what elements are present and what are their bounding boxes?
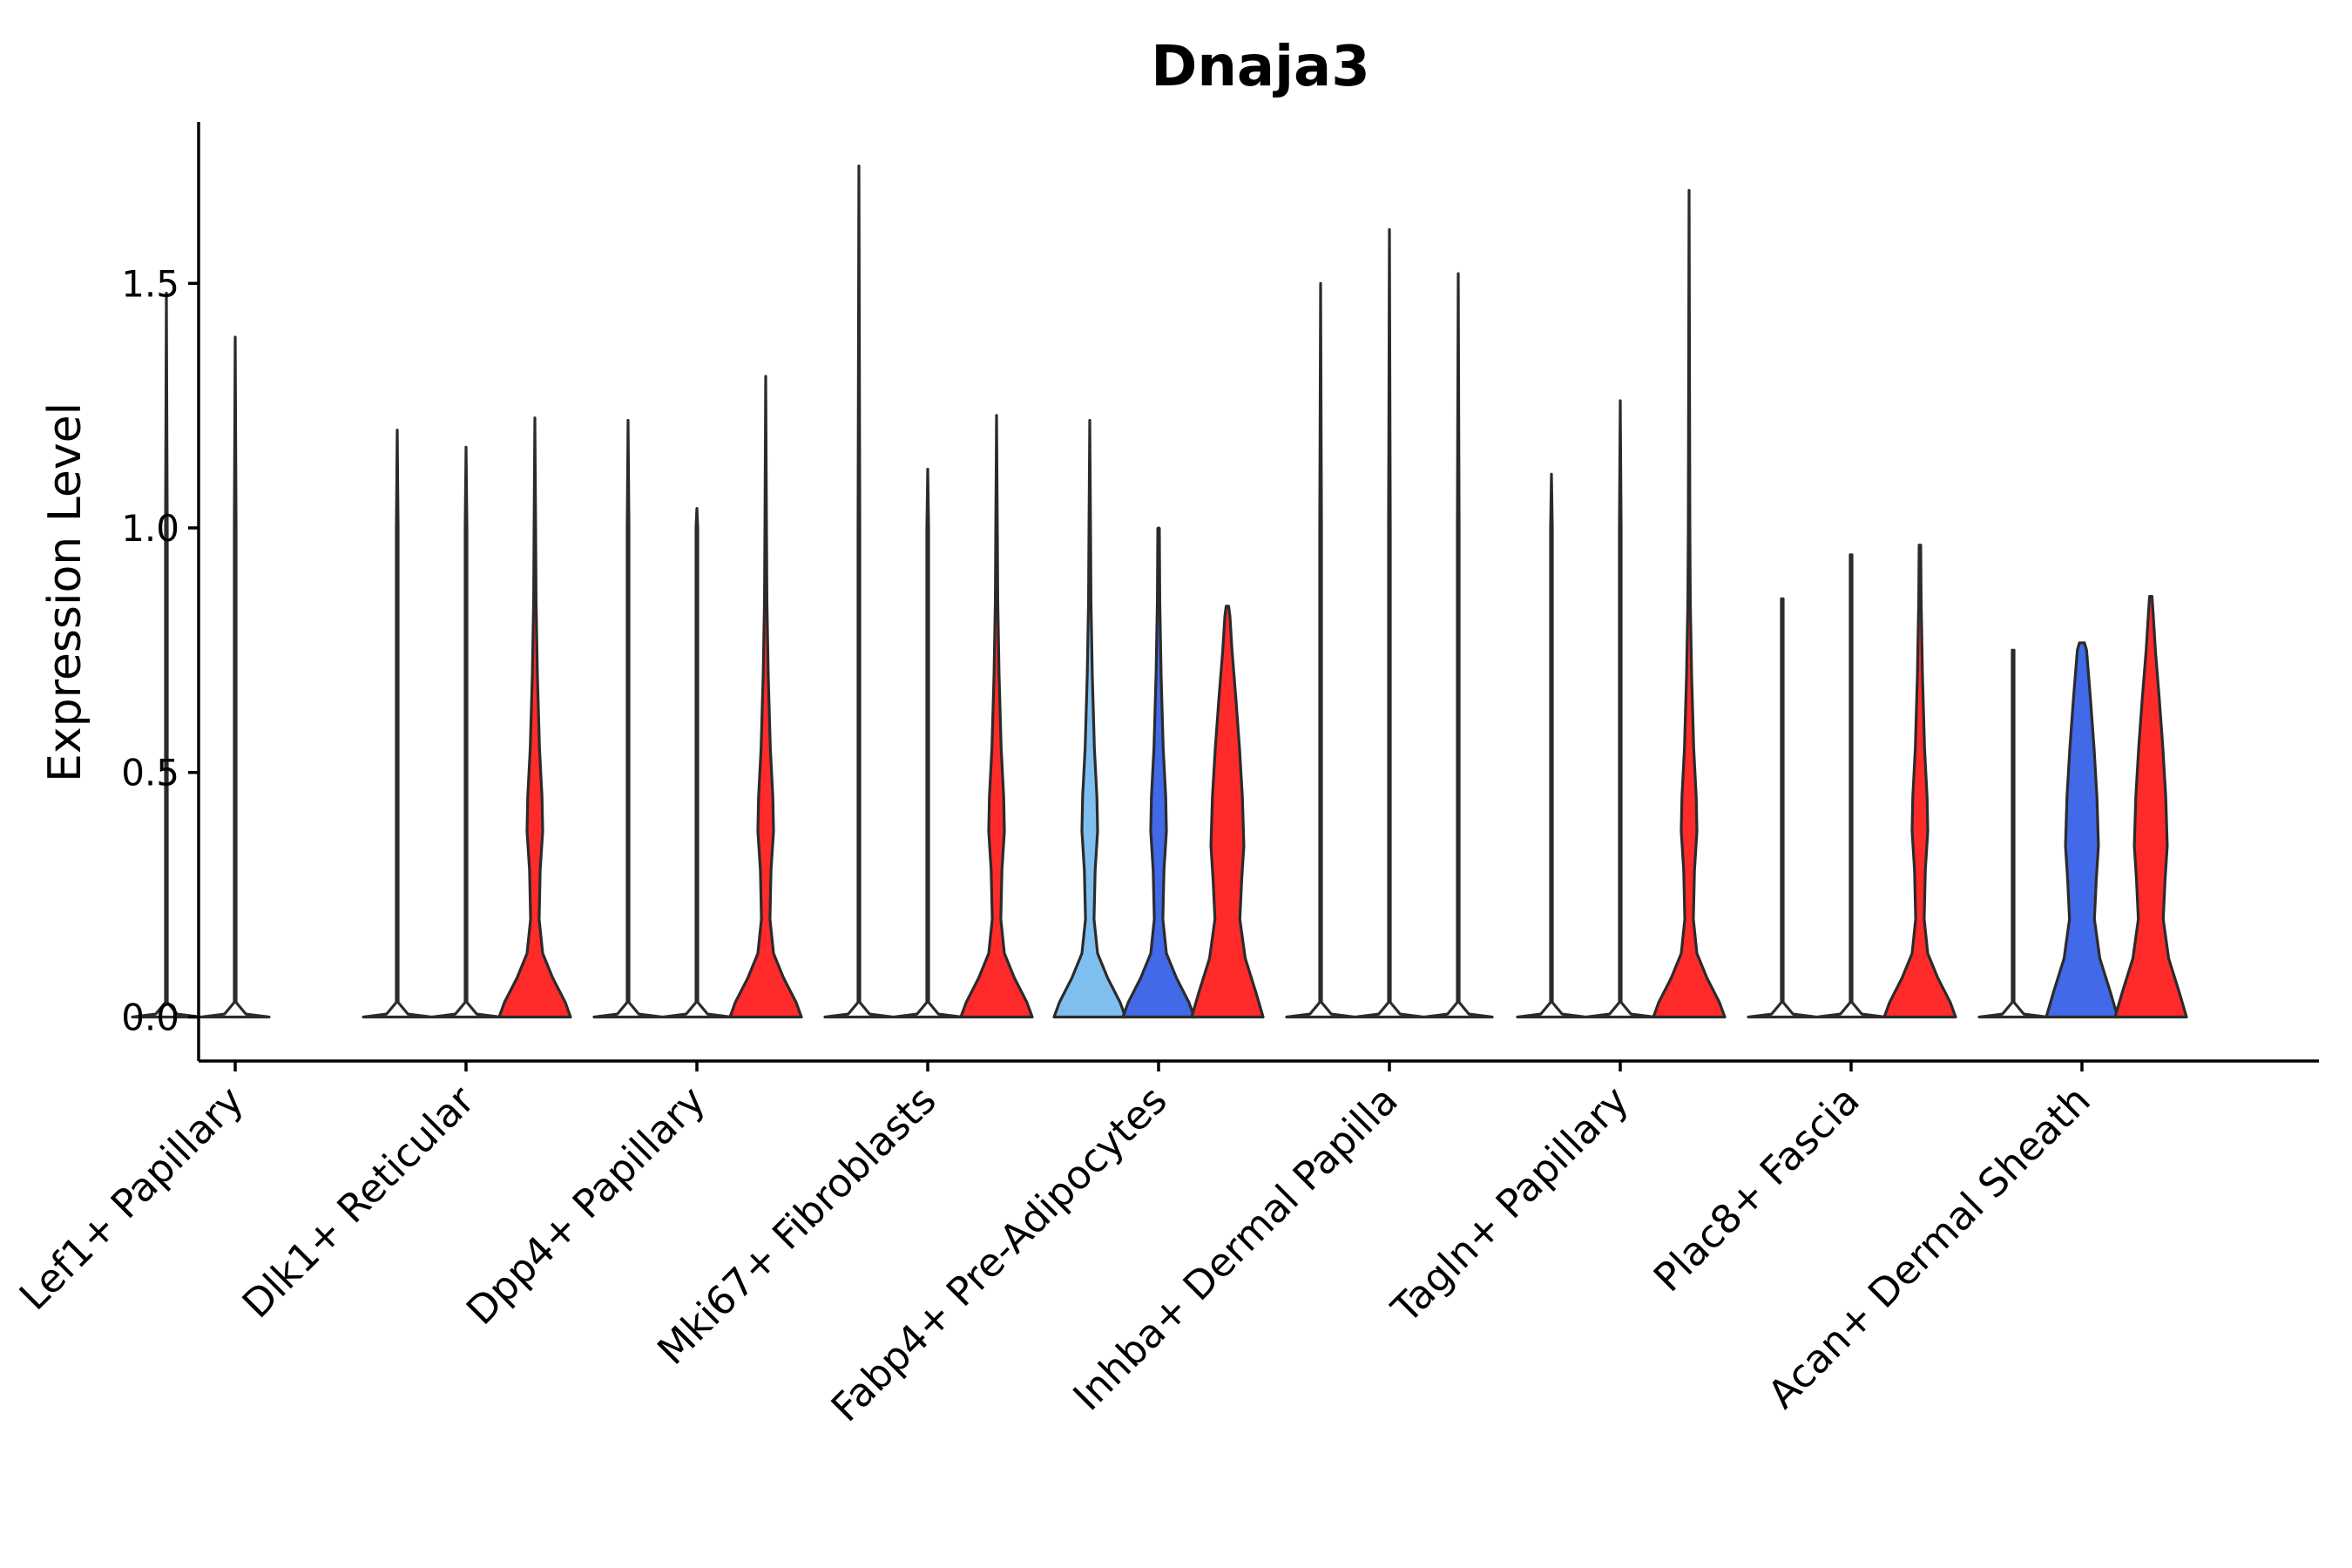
violin-acan-dermal-sheath-1 (2044, 641, 2119, 1019)
violin-inhba-dermal-papilla-2 (1423, 272, 1494, 1019)
y-tick-label: 1.0 (121, 507, 179, 550)
violin-mki67-fibroblasts-2 (959, 414, 1034, 1019)
chart-title: Dnaja3 (1151, 35, 1370, 99)
x-tick-label: Dlk1+ Reticular (233, 1077, 483, 1327)
violin-dlk1-reticular-1 (430, 445, 502, 1019)
violin-tagln-papillary-0 (1516, 472, 1587, 1019)
violin-dpp4-papillary-1 (661, 507, 733, 1019)
violin-inhba-dermal-papilla-1 (1354, 227, 1425, 1019)
x-tick-label: Lef1+ Papillary (10, 1077, 253, 1319)
violin-tagln-papillary-1 (1585, 399, 1656, 1019)
violin-tagln-papillary-2 (1652, 189, 1727, 1019)
x-tick-label: Plac8+ Fascia (1645, 1077, 1869, 1301)
violin-dlk1-reticular-0 (362, 429, 433, 1019)
violin-acan-dermal-sheath-0 (1977, 648, 2049, 1019)
x-tick-label: Tagln+ Papillary (1382, 1077, 1638, 1332)
y-tick-label: 1.5 (121, 262, 179, 305)
violin-acan-dermal-sheath-2 (2113, 595, 2188, 1019)
violin-dpp4-papillary-2 (728, 375, 803, 1019)
violin-fabp4-pre-adipocytes-0 (1052, 418, 1127, 1019)
violins-layer (131, 164, 2188, 1019)
violin-lef1-papillary-1 (199, 335, 271, 1019)
violin-plac8-fascia-0 (1747, 597, 1818, 1019)
violin-plac8-fascia-2 (1882, 544, 1957, 1019)
y-axis-label: Expression Level (39, 402, 91, 782)
y-tick-label: 0.5 (121, 752, 179, 794)
violin-lef1-papillary-0 (131, 291, 202, 1019)
violin-fabp4-pre-adipocytes-1 (1121, 526, 1196, 1019)
y-tick-label: 0.0 (121, 996, 179, 1038)
violin-mki67-fibroblasts-1 (892, 468, 963, 1019)
violin-dpp4-papillary-0 (592, 418, 664, 1019)
axes-layer (197, 122, 2319, 1063)
violin-plac8-fascia-1 (1815, 553, 1887, 1019)
violin-inhba-dermal-papilla-0 (1285, 281, 1356, 1019)
violin-fabp4-pre-adipocytes-2 (1190, 605, 1265, 1019)
violin-mki67-fibroblasts-0 (823, 164, 895, 1019)
x-tick-label: Dpp4+ Papillary (457, 1077, 714, 1334)
violin-dlk1-reticular-2 (497, 416, 572, 1019)
